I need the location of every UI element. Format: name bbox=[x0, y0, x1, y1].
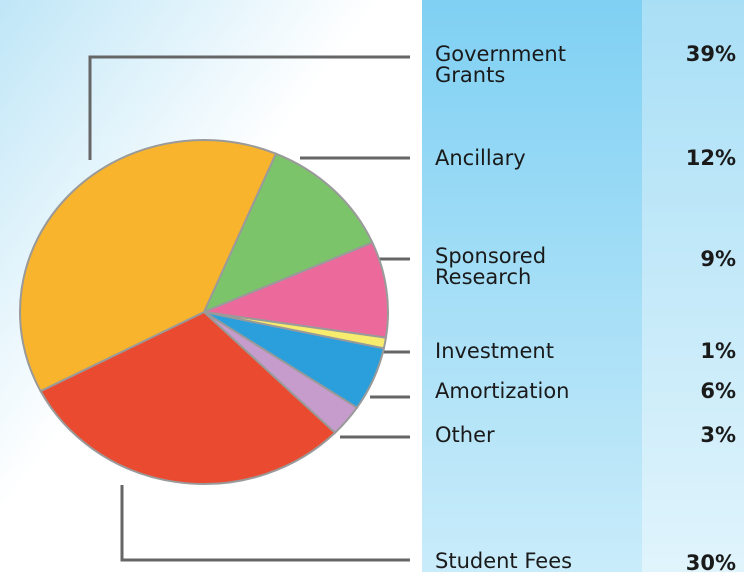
pie bbox=[19, 139, 389, 485]
value-label: 30% bbox=[685, 551, 736, 572]
value-label: 9% bbox=[700, 247, 736, 271]
value-label: 39% bbox=[685, 42, 736, 66]
pie-slice bbox=[19, 139, 278, 393]
label-column bbox=[422, 0, 642, 572]
legend-label: Other bbox=[435, 423, 495, 447]
legend-label: Ancillary bbox=[435, 146, 526, 170]
legend-label: Amortization bbox=[435, 379, 570, 403]
pie-slice bbox=[39, 310, 337, 485]
pie-slice bbox=[202, 152, 374, 314]
value-column bbox=[642, 0, 744, 572]
legend-label: Government Grants bbox=[435, 42, 566, 87]
value-label: 1% bbox=[700, 339, 736, 363]
legend-label: Student Fees bbox=[435, 549, 573, 572]
leader-lines bbox=[88, 55, 410, 562]
legend-label: Sponsored Research bbox=[435, 244, 547, 289]
legend-label: Investment bbox=[435, 339, 554, 363]
value-label: 12% bbox=[685, 146, 736, 170]
value-label: 6% bbox=[700, 379, 736, 403]
pie-slice bbox=[200, 241, 389, 339]
value-label: 3% bbox=[700, 423, 736, 447]
